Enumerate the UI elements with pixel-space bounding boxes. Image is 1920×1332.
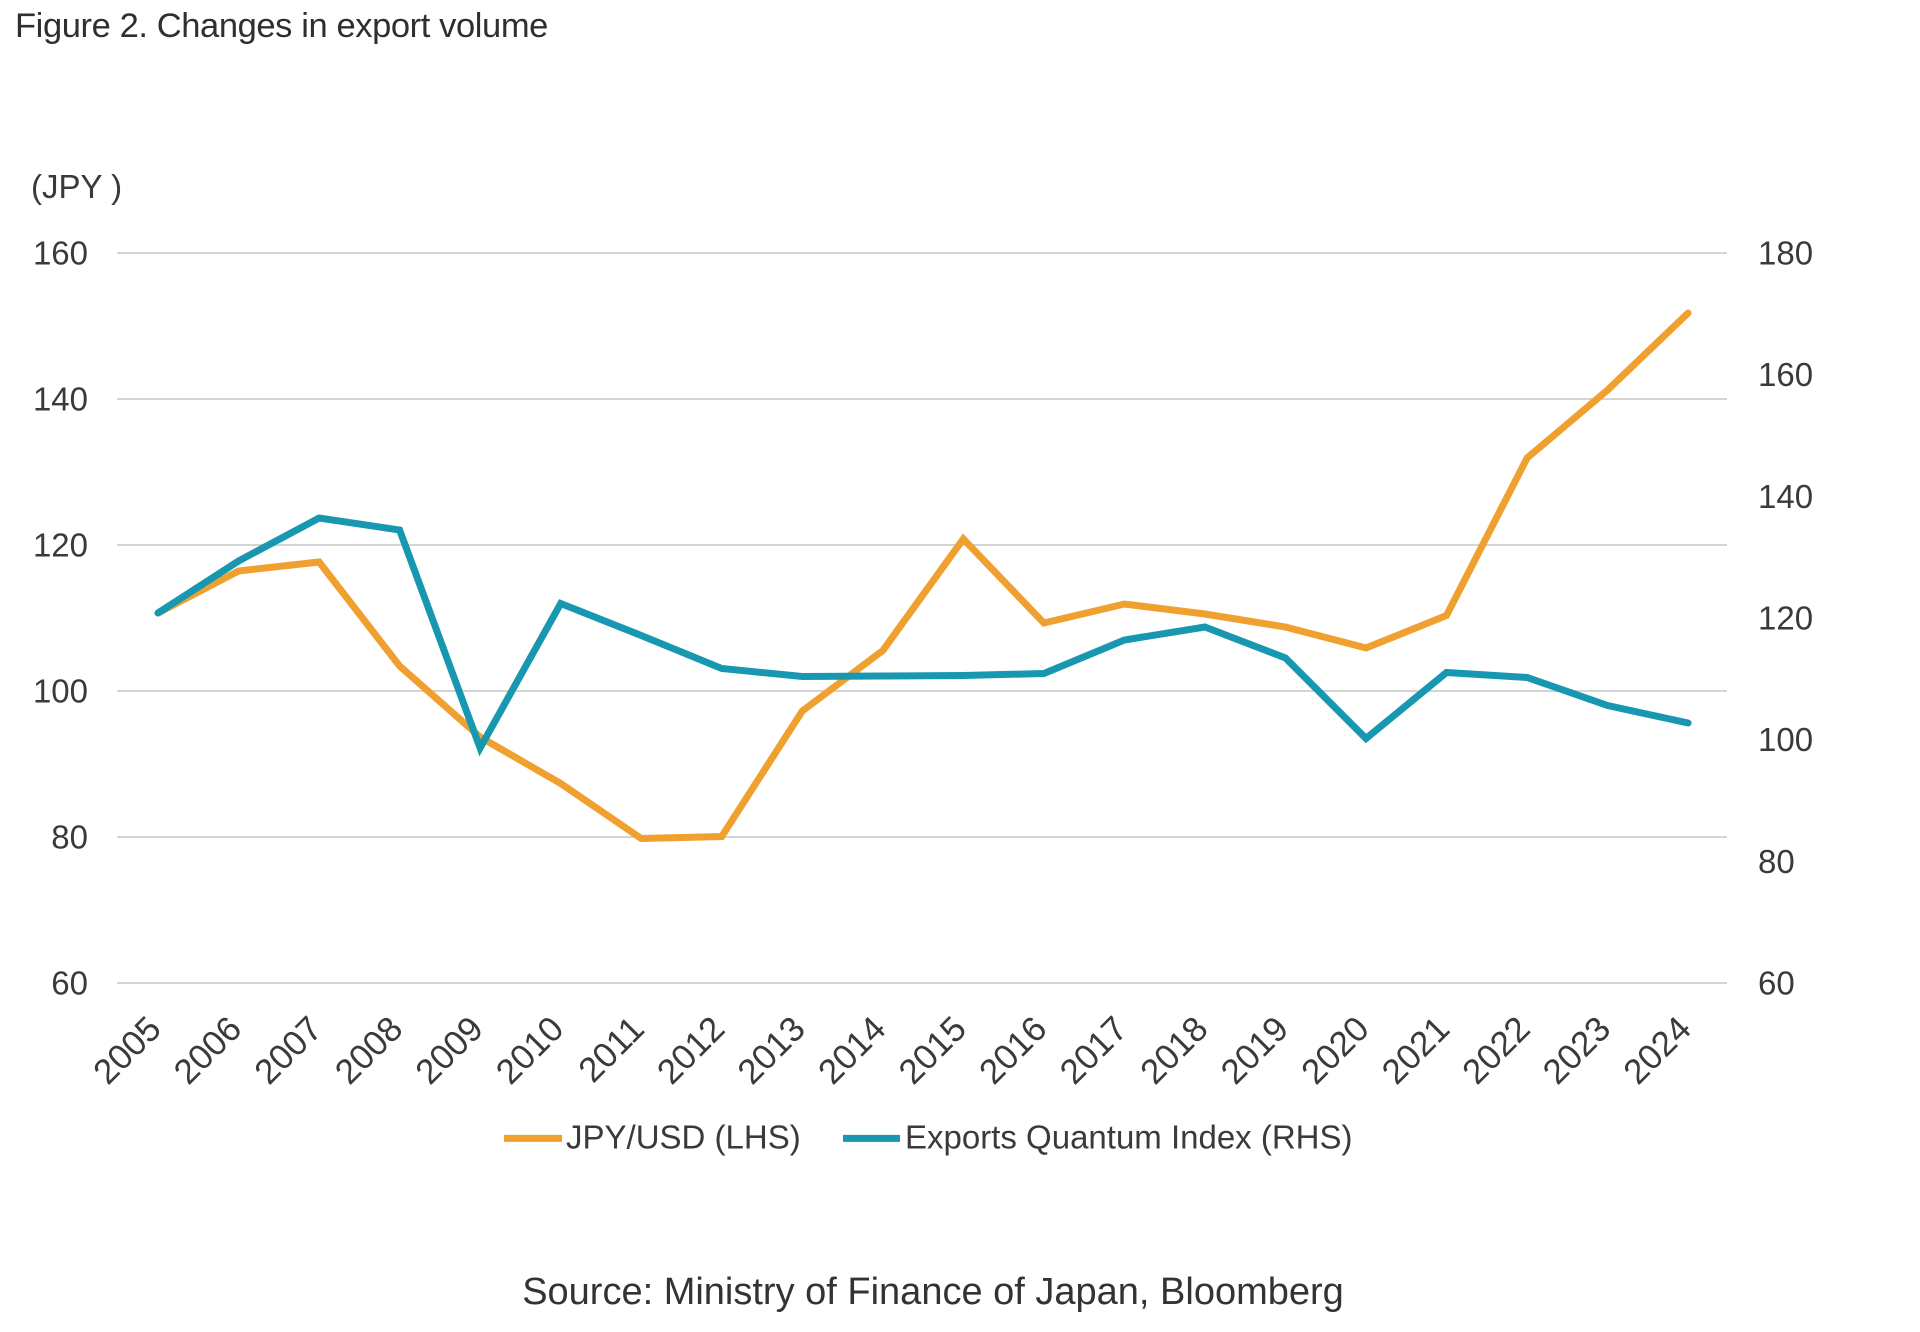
svg-text:60: 60 — [1758, 965, 1795, 1002]
svg-text:160: 160 — [33, 235, 88, 272]
svg-text:80: 80 — [1758, 843, 1795, 880]
svg-text:180: 180 — [1758, 235, 1813, 272]
svg-text:(JPY ): (JPY ) — [31, 168, 122, 205]
svg-text:120: 120 — [33, 527, 88, 564]
svg-text:120: 120 — [1758, 600, 1813, 637]
svg-text:100: 100 — [1758, 721, 1813, 758]
svg-text:160: 160 — [1758, 356, 1813, 393]
svg-text:Source: Ministry of Finance of: Source: Ministry of Finance of Japan, Bl… — [522, 1271, 1344, 1313]
svg-text:140: 140 — [1758, 478, 1813, 515]
svg-text:100: 100 — [33, 673, 88, 710]
svg-text:80: 80 — [51, 819, 88, 856]
svg-text:Exports Quantum Index (RHS): Exports Quantum Index (RHS) — [905, 1119, 1353, 1156]
svg-text:140: 140 — [33, 381, 88, 418]
svg-text:60: 60 — [51, 965, 88, 1002]
svg-text:Figure 2. Changes in export vo: Figure 2. Changes in export volume — [15, 7, 548, 45]
svg-text:JPY/USD (LHS): JPY/USD (LHS) — [566, 1119, 801, 1156]
